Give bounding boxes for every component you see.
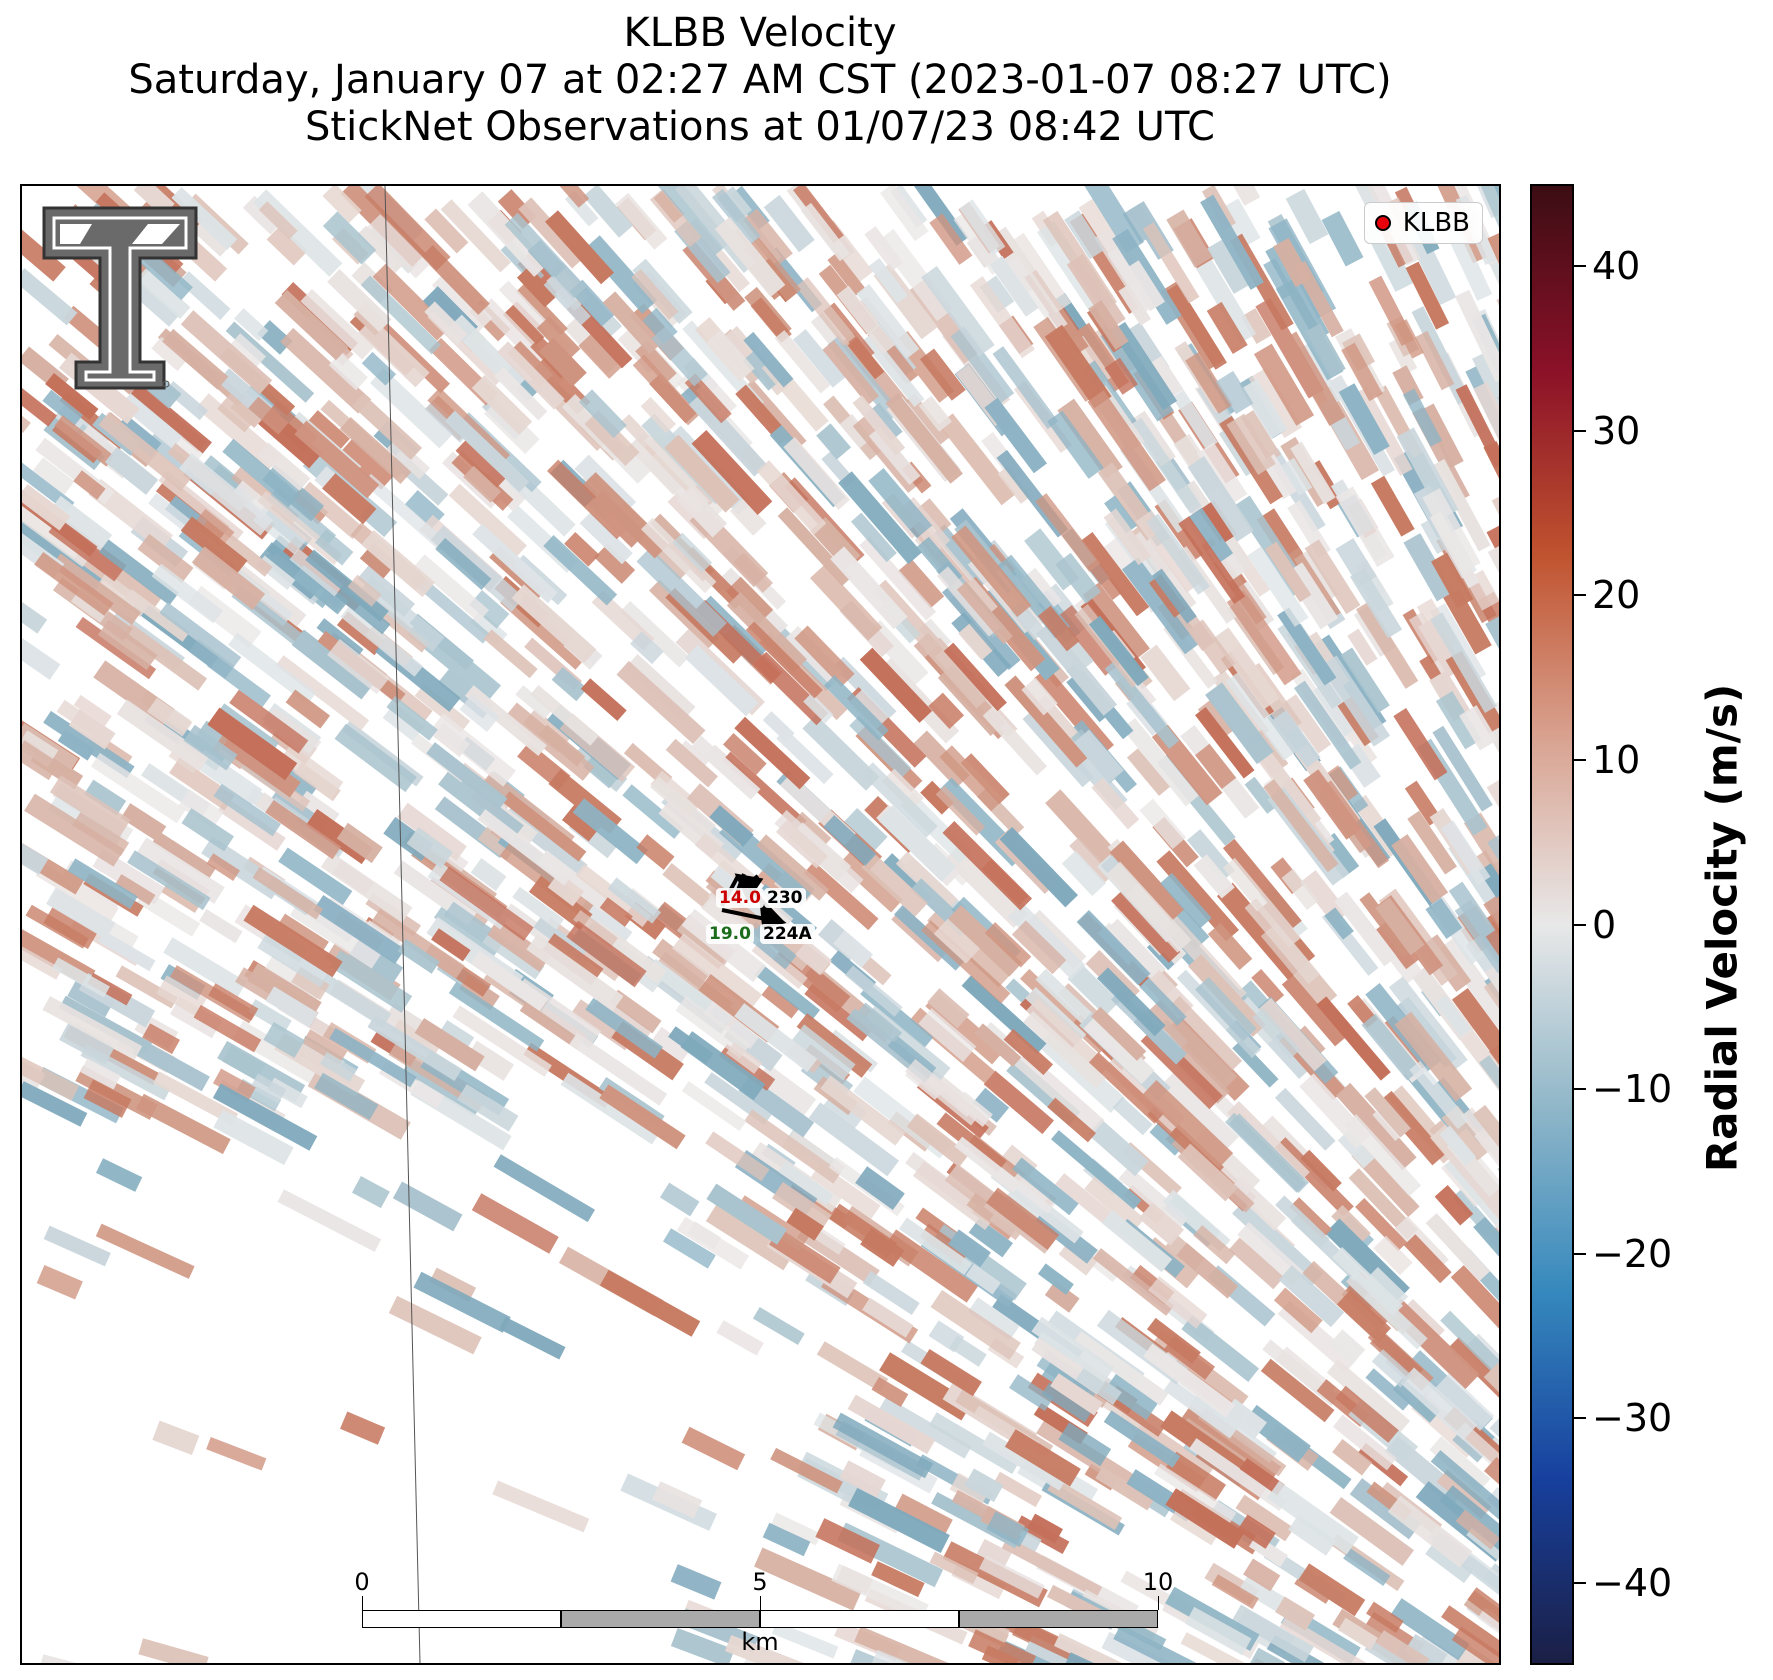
velocity-colorbar [1530,184,1574,1665]
colorbar-tick [1574,758,1586,761]
colorbar-tick-label: 0 [1592,902,1617,947]
radar-velocity-field [22,186,1499,1663]
klbb-marker-icon [1374,215,1391,231]
chart-title: KLBB Velocity Saturday, January 07 at 02… [0,10,1520,151]
legend-label: KLBB [1402,208,1470,238]
scale-bar-unit: km [741,1628,779,1656]
texas-tech-logo [42,206,198,390]
title-line-2: Saturday, January 07 at 02:27 AM CST (20… [128,57,1392,103]
scale-bar-tick [362,1596,363,1610]
map-legend: KLBB [1363,202,1483,244]
colorbar-title: Radial Velocity (m/s) [1697,683,1747,1173]
colorbar-tick-label: 20 [1592,573,1641,618]
colorbar-tick-label: −40 [1592,1560,1673,1605]
colorbar-tick-label: −10 [1592,1067,1673,1112]
county-boundary [384,186,421,1663]
radar-map[interactable]: KLBB 14.0 230 19.0 224A [20,184,1501,1665]
colorbar-tick [1574,594,1586,597]
colorbar-tick [1574,1417,1586,1420]
scale-bar-tick [760,1596,761,1610]
colorbar-tick [1574,1088,1586,1091]
scale-bar-segment [959,1610,1158,1628]
scale-bar-tick [1158,1596,1159,1610]
obs-station-224a[interactable]: 224A [760,924,815,944]
colorbar-tick [1574,1581,1586,1584]
colorbar-tick [1574,265,1586,268]
scale-bar-label: 5 [752,1568,768,1596]
colorbar-tick [1574,1252,1586,1255]
title-line-3: StickNet Observations at 01/07/23 08:42 … [305,104,1215,150]
scale-bar-segment [561,1610,760,1628]
colorbar-tick-label: 40 [1592,244,1641,289]
title-line-1: KLBB Velocity [623,10,897,56]
scale-bar-label: 10 [1142,1568,1174,1596]
colorbar-tick-label: −30 [1592,1396,1673,1441]
colorbar-tick-label: 30 [1592,408,1641,453]
colorbar-tick-label: −20 [1592,1231,1673,1276]
colorbar-tick [1574,923,1586,926]
scale-bar-segment [760,1610,959,1628]
scale-bar-segment [362,1610,561,1628]
colorbar-tick [1574,429,1586,432]
scale-bar-label: 0 [354,1568,370,1596]
obs-station-230[interactable]: 230 [764,888,806,908]
colorbar-tick-label: 10 [1592,737,1641,782]
velocity-gates [22,186,1499,1663]
obs-value-224a: 19.0 [706,924,754,944]
obs-value-230: 14.0 [716,888,764,908]
